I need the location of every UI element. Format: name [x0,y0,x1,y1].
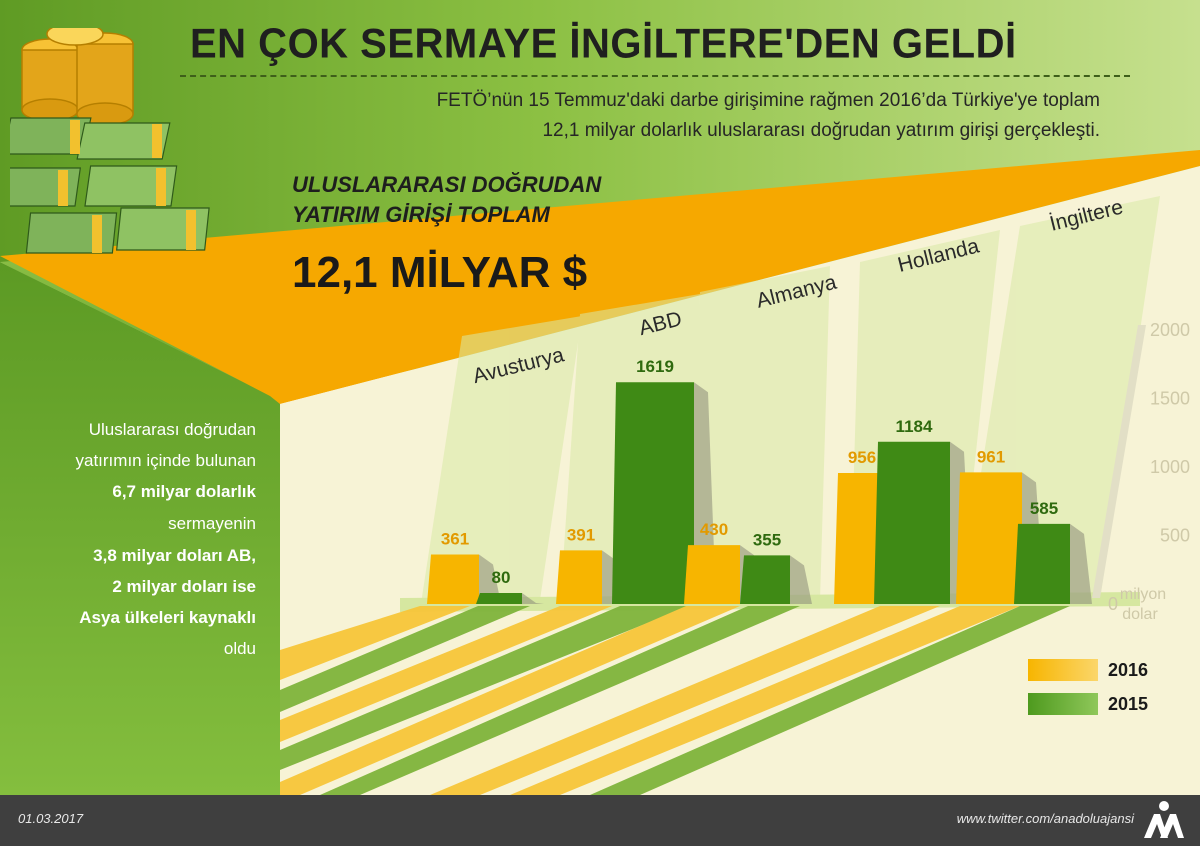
y-tick-label: 1500 [1150,389,1190,409]
y-tick-label: 500 [1160,526,1190,546]
data-label: 355 [753,530,781,549]
y-axis-line [1092,325,1146,598]
money-illustration-icon [10,28,210,254]
y-tick-label: 0 [1108,594,1118,614]
bar-2016-2 [684,545,740,604]
legend-label-2016: 2016 [1108,660,1149,680]
intro-line-2: 12,1 milyar dolarlık uluslararası doğrud… [542,120,1100,141]
bar-2016-0 [427,554,479,604]
legend-label-2015: 2015 [1108,694,1149,714]
data-label: 961 [977,447,1005,466]
bar-shadow [479,554,501,604]
bar-shadow [790,555,812,604]
data-label: 430 [700,520,728,539]
footer-date: 01.03.2017 [18,811,84,826]
legend-swatch-2015 [1028,693,1098,715]
total-value: 12,1 MİLYAR $ [292,248,588,297]
data-label: 585 [1030,499,1058,518]
side-note-line: oldu [223,639,256,658]
side-note-line: Uluslararası doğrudan [88,420,256,439]
bar-2016-3 [834,473,886,604]
category-label: ABD [637,307,684,340]
y-tick-label: 1000 [1150,457,1190,477]
unit-label-line-1: milyon [1120,586,1166,603]
footer-twitter-link[interactable]: www.twitter.com/anadoluajansi [956,811,1134,826]
side-note-line: Asya ülkeleri kaynaklı [79,608,256,627]
unit-label-line-2: dolar [1122,606,1158,623]
bar-2016-4 [956,472,1022,604]
aa-logo-icon [1144,801,1184,838]
bar-shadow [522,593,544,604]
data-label: 1184 [896,417,933,436]
category-label: Hollanda [895,234,981,276]
page-title: EN ÇOK SERMAYE İNGİLTERE'DEN GELDİ [190,20,1017,68]
y-tick-label: 2000 [1150,320,1190,340]
data-label: 1619 [636,357,674,376]
category-label: İngiltere [1047,195,1125,235]
intro-line-1: FETÖ’nün 15 Temmuz'daki darbe girişimine… [436,90,1100,111]
bar-2016-1 [556,550,602,604]
data-label: 80 [492,568,511,587]
footer-bar [0,795,1200,846]
side-note-line: yatırımın içinde bulunan [75,451,257,470]
title-divider [180,75,1130,77]
legend-swatch-2016 [1028,659,1098,681]
total-label-line-2: YATIRIM GİRİŞİ TOPLAM [292,202,550,227]
bar-2015-2 [740,555,790,604]
data-label: 956 [848,448,876,467]
bar-2015-0 [476,593,522,604]
data-label: 361 [441,530,469,549]
side-note-line: 6,7 milyar dolarlık [112,482,256,501]
total-label-line-1: ULUSLARARASI DOĞRUDAN [292,172,602,197]
bar-2015-4 [1014,523,1070,604]
category-label: Avusturya [471,343,567,388]
side-note-line: 3,8 milyar doları AB, [93,546,256,565]
side-note-line: 2 milyar doları ise [112,577,256,596]
bar-2015-3 [874,441,950,604]
data-label: 391 [567,525,595,544]
bar-2015-1 [612,382,694,604]
side-note-line: sermayenin [168,514,256,533]
bar-shadow [1070,523,1092,604]
category-label: Almanya [754,271,839,313]
